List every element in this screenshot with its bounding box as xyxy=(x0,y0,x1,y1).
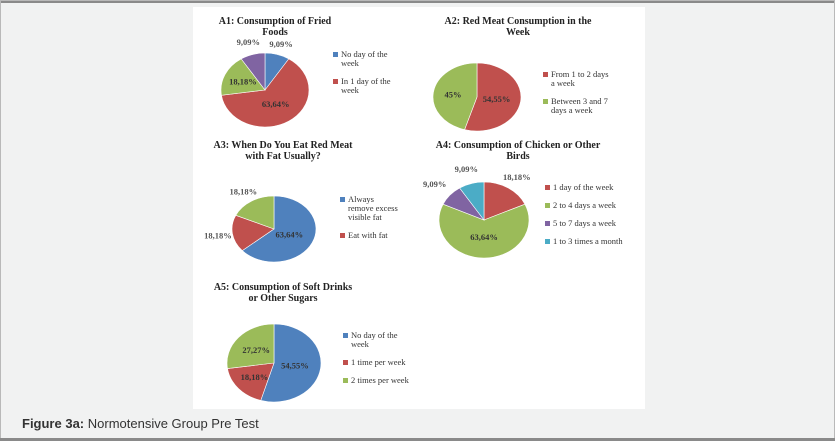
chart-title: A2: Red Meat Consumption in the Week xyxy=(444,16,592,38)
legend-item: No day of the week xyxy=(333,50,403,68)
legend-swatch xyxy=(543,72,548,77)
pie-svg: 54,55% 45% xyxy=(432,62,522,132)
legend-label: Between 3 and 7 days a week xyxy=(551,96,608,115)
slice-label: 63,64% xyxy=(470,232,498,242)
pie-slice xyxy=(459,181,485,221)
legend-label: No day of the week xyxy=(341,49,388,68)
pie-slice xyxy=(240,52,266,91)
slice-label: 63,64% xyxy=(275,229,303,239)
legend-swatch xyxy=(343,378,348,383)
slice-label: 27,27% xyxy=(242,345,270,355)
legend-label: 2 to 4 days a week xyxy=(553,200,617,210)
figure-image: A1: Consumption of Fried Foods 9,09% 63,64… xyxy=(193,7,645,409)
chart-title: A1: Consumption of Fried Foods xyxy=(218,16,332,38)
pie-slice xyxy=(432,62,478,130)
caption-text: Normotensive Group Pre Test xyxy=(87,416,259,431)
legend-swatch xyxy=(545,203,550,208)
pie-slice xyxy=(231,214,275,251)
pie-slice xyxy=(260,323,322,403)
slice-label: 54,55% xyxy=(483,94,511,104)
slice-label: 18,18% xyxy=(204,230,232,240)
pie-slice xyxy=(235,195,275,230)
slice-label: 54,55% xyxy=(281,361,309,371)
pie-slice xyxy=(483,181,526,221)
legend-swatch xyxy=(340,233,345,238)
slice-label: 18,18% xyxy=(241,372,269,382)
legend-item: From 1 to 2 days a week xyxy=(543,70,613,88)
legend-item: 2 times per week xyxy=(343,376,413,385)
caption-label: Figure 3a: xyxy=(22,416,85,431)
legend-swatch xyxy=(545,221,550,226)
pie-svg: 9,09% 63,64% 18,18% 9,09% xyxy=(220,37,310,128)
chart-legend: No day of the week 1 time per week 2 times… xyxy=(343,331,413,394)
legend-item: In 1 day of the week xyxy=(333,77,403,95)
slice-label: 9,09% xyxy=(455,164,478,174)
slice-label: 45% xyxy=(445,89,462,99)
legend-label: Eat with fat xyxy=(348,230,388,240)
chart-title: A5: Consumption of Soft Drinks or Other … xyxy=(213,282,353,304)
bottom-border xyxy=(0,438,835,441)
legend-label: 1 time per week xyxy=(351,357,406,367)
pie-svg: 54,55% 18,18% 27,27% xyxy=(226,323,322,403)
legend-item: 5 to 7 days a week xyxy=(545,219,635,228)
chart-legend: 1 day of the week 2 to 4 days a week 5 to … xyxy=(545,183,635,255)
legend-item: 1 time per week xyxy=(343,358,413,367)
legend-swatch xyxy=(545,185,550,190)
pie-slice xyxy=(464,62,522,132)
legend-label: 1 to 3 times a month xyxy=(553,236,623,246)
legend-label: Always remove excess visible fat xyxy=(348,194,398,222)
pie-slice xyxy=(227,362,275,401)
pie-svg: 63,64% 18,18% 18,18% xyxy=(204,187,317,263)
legend-item: 2 to 4 days a week xyxy=(545,201,635,210)
figure-caption: Figure 3a: Normotensive Group Pre Test xyxy=(22,416,259,431)
pie-slice xyxy=(220,58,266,96)
slice-label: 9,09% xyxy=(237,37,260,47)
legend-item: Always remove excess visible fat xyxy=(340,195,400,222)
slice-label: 18,18% xyxy=(503,172,531,182)
legend-swatch xyxy=(343,360,348,365)
legend-swatch xyxy=(543,99,548,104)
pie-slice xyxy=(221,58,310,128)
legend-item: No day of the week xyxy=(343,331,413,349)
chart-title: A3: When Do You Eat Red Meat with Fat Us… xyxy=(213,140,353,162)
slice-label: 63,64% xyxy=(262,99,290,109)
top-border xyxy=(0,0,835,3)
pie-slice xyxy=(438,203,530,259)
legend-label: From 1 to 2 days a week xyxy=(551,69,609,88)
legend-swatch xyxy=(340,197,345,202)
slice-label: 9,09% xyxy=(269,39,292,49)
legend-swatch xyxy=(343,333,348,338)
slice-label: 18,18% xyxy=(229,77,257,87)
slice-label: 9,09% xyxy=(423,179,446,189)
legend-swatch xyxy=(333,79,338,84)
pie-slice xyxy=(241,195,317,263)
chart-title: A4: Consumption of Chicken or Other Bird… xyxy=(435,140,601,162)
slice-label: 18,18% xyxy=(230,187,258,197)
legend-item: 1 day of the week xyxy=(545,183,635,192)
legend-label: 5 to 7 days a week xyxy=(553,218,617,228)
legend-label: 2 times per week xyxy=(351,375,409,385)
chart-legend: No day of the week In 1 day of the week xyxy=(333,50,403,104)
legend-item: 1 to 3 times a month xyxy=(545,237,635,246)
pie-svg: 18,18% 63,64% 9,09% 9,09% xyxy=(423,164,531,259)
legend-swatch xyxy=(333,52,338,57)
legend-item: Between 3 and 7 days a week xyxy=(543,97,613,115)
chart-legend: Always remove excess visible fat Eat with… xyxy=(340,195,400,249)
legend-item: Eat with fat xyxy=(340,231,400,240)
chart-legend: From 1 to 2 days a week Between 3 and 7 d… xyxy=(543,70,613,124)
pie-slice xyxy=(226,323,275,369)
legend-label: 1 day of the week xyxy=(553,182,614,192)
legend-swatch xyxy=(545,239,550,244)
legend-label: In 1 day of the week xyxy=(341,76,391,95)
legend-label: No day of the week xyxy=(351,330,398,349)
